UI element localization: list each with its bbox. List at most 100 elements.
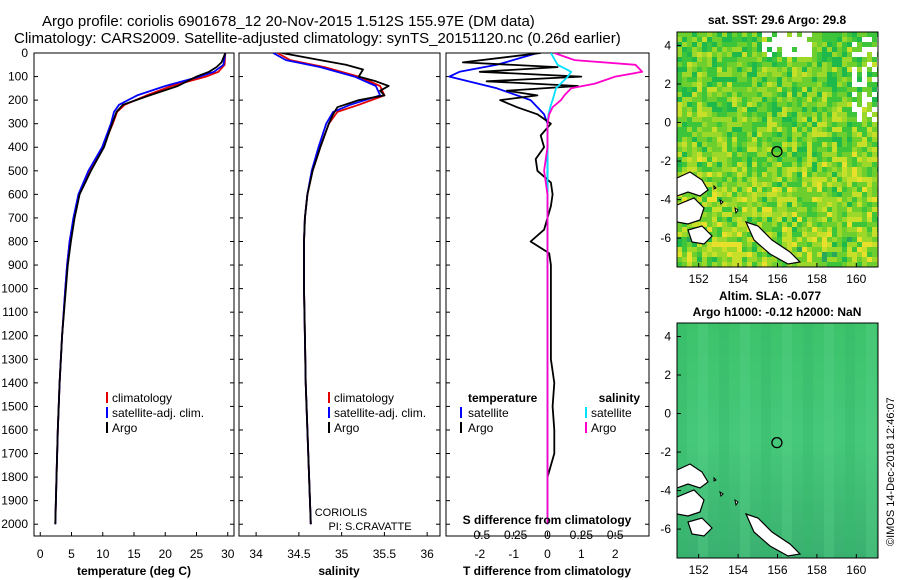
sst-cell [787, 202, 792, 207]
sst-cell [787, 42, 792, 47]
sst-cell [702, 197, 707, 202]
x-tick-label: 34.5 [287, 547, 311, 561]
sst-cell [687, 117, 692, 122]
sst-cell [827, 157, 832, 162]
sst-cell [762, 227, 767, 232]
sst-cell [747, 77, 752, 82]
sst-cell [717, 82, 722, 87]
sst-cell [862, 197, 867, 202]
sst-cell [817, 47, 822, 52]
sst-cell [772, 202, 777, 207]
sst-cell [832, 87, 837, 92]
sst-cell [757, 127, 762, 132]
sst-cell [737, 67, 742, 72]
sst-cell [737, 42, 742, 47]
x-tick-label: 0 [544, 547, 551, 561]
sst-cell [762, 132, 767, 137]
sst-cell [827, 72, 832, 77]
sst-cell [852, 177, 857, 182]
sst-cell [702, 147, 707, 152]
sst-cell [742, 217, 747, 222]
sst-cell [847, 167, 852, 172]
sst-cell [867, 222, 872, 227]
sst-cell [677, 252, 682, 257]
sst-cell [782, 42, 787, 47]
sst-cell [757, 247, 762, 252]
sst-cell [822, 52, 827, 57]
sst-cell [767, 62, 772, 67]
sst-cell [722, 217, 727, 222]
sst-cell [702, 157, 707, 162]
sst-cell [717, 217, 722, 222]
sst-cell [827, 147, 832, 152]
sst-cell [812, 127, 817, 132]
sst-cell [797, 77, 802, 82]
sst-cell [752, 207, 757, 212]
sst-cell [847, 212, 852, 217]
sst-cell [737, 62, 742, 67]
sst-cell [767, 67, 772, 72]
sst-cell [822, 77, 827, 82]
sst-cell [682, 257, 687, 262]
sst-cell [842, 132, 847, 137]
sst-cell [837, 132, 842, 137]
sst-cell [762, 142, 767, 147]
sst-cell [762, 62, 767, 67]
sst-cell [822, 237, 827, 242]
sst-cell [787, 82, 792, 87]
sst-cell [767, 112, 772, 117]
sst-cell [817, 162, 822, 167]
sst-cell [807, 32, 812, 37]
sst-cell [857, 117, 862, 122]
sst-cell [747, 52, 752, 57]
sst-cell [862, 202, 867, 207]
sst-cell [867, 82, 872, 87]
sst-cell [742, 117, 747, 122]
sst-cell [847, 122, 852, 127]
sst-cell [832, 232, 837, 237]
sst-cell [762, 57, 767, 62]
sst-cell [822, 147, 827, 152]
sst-cell [867, 242, 872, 247]
sst-cell [777, 212, 782, 217]
sst-cell [737, 82, 742, 87]
sst-cell [832, 117, 837, 122]
sst-cell [777, 82, 782, 87]
sst-cell [792, 157, 797, 162]
sst-cell [817, 237, 822, 242]
sst-cell [797, 177, 802, 182]
sst-cell [727, 262, 732, 267]
sst-cell [692, 262, 697, 267]
sst-cell [687, 42, 692, 47]
sst-cell [767, 77, 772, 82]
sst-cell [762, 182, 767, 187]
sst-cell [842, 77, 847, 82]
sst-cell [787, 187, 792, 192]
sst-cell [812, 242, 817, 247]
sst-cell [852, 132, 857, 137]
map-x-tick-label: 158 [807, 563, 827, 577]
sst-cell [702, 112, 707, 117]
sst-cell [797, 72, 802, 77]
sst-cell [837, 172, 842, 177]
sst-cell [762, 97, 767, 102]
sst-cell [677, 167, 682, 172]
sst-cell [832, 227, 837, 232]
sst-cell [862, 187, 867, 192]
sst-cell [852, 87, 857, 92]
sst-cell [872, 167, 877, 172]
sst-cell [737, 252, 742, 257]
sst-cell [722, 242, 727, 247]
sst-cell [707, 252, 712, 257]
sst-cell [752, 262, 757, 267]
sst-cell [852, 242, 857, 247]
sst-cell [807, 42, 812, 47]
sst-cell [677, 112, 682, 117]
sst-cell [712, 227, 717, 232]
x-tick-label: 35 [335, 547, 349, 561]
sst-cell [797, 262, 802, 267]
sst-cell [712, 92, 717, 97]
sst-cell [827, 152, 832, 157]
sst-cell [787, 192, 792, 197]
sst-cell [842, 207, 847, 212]
